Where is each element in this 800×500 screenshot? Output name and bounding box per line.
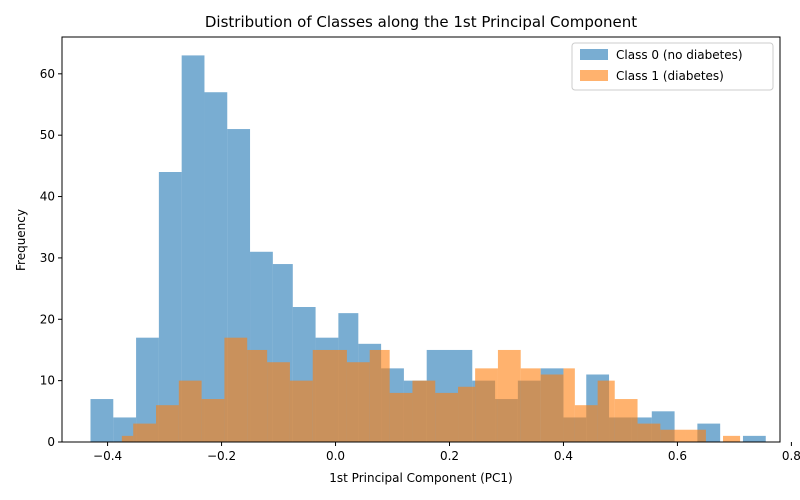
histogram-bar-class-1-bin-13 (389, 392, 413, 442)
histogram-bar-class-1-bin-16 (458, 386, 476, 442)
histogram-bar-class-1-bin-22 (574, 405, 598, 442)
chart-title: Distribution of Classes along the 1st Pr… (205, 13, 637, 31)
y-tick-label: 20 (40, 312, 55, 326)
histogram-bar-class-1-bin-19 (520, 368, 541, 442)
histogram-bar-class-1-bin-10 (335, 349, 347, 442)
histogram-bar-class-1-bin-2 (156, 405, 179, 442)
y-axis-title: Frequency (14, 209, 28, 271)
x-tick-label: 0.2 (440, 449, 459, 463)
histogram-bar-class-1-bin-15 (435, 392, 459, 442)
histogram-bar-class-0-bin-3 (158, 172, 182, 442)
histogram-bar-class-1-bin-3 (178, 380, 202, 442)
legend-label-class-0: Class 0 (no diabetes) (616, 48, 743, 62)
y-tick-label: 0 (47, 435, 55, 449)
x-tick-label: −0.2 (207, 449, 236, 463)
histogram-bar-class-1-bin-6 (247, 349, 268, 442)
histogram-bar-class-0-bin-5 (204, 92, 228, 443)
legend-swatch-class-0 (580, 49, 608, 60)
x-tick-label: 0.6 (668, 449, 687, 463)
histogram-bar-class-1-bin-24 (614, 399, 638, 442)
x-tick-label: 0.8 (782, 449, 800, 463)
series-class-1 (121, 337, 741, 442)
histogram-bar-class-1-bin-20 (540, 374, 564, 442)
histogram-bar-class-1-bin-5 (224, 337, 248, 442)
x-tick-label: −0.4 (93, 449, 122, 463)
y-tick-label: 30 (40, 251, 55, 265)
x-axis-title: 1st Principal Component (PC1) (329, 471, 512, 485)
y-tick-label: 10 (40, 374, 55, 388)
histogram-bar-class-1-bin-26 (660, 429, 686, 442)
y-tick-label: 50 (40, 128, 55, 142)
histogram-bar-class-1-bin-9 (312, 349, 336, 442)
histogram-bar-class-0-bin-0 (90, 399, 114, 442)
histogram-bar-class-1-bin-12 (369, 349, 390, 442)
x-tick-label: 0.0 (326, 449, 345, 463)
y-tick-label: 60 (40, 67, 55, 81)
legend-swatch-class-1 (580, 70, 608, 81)
histogram-bar-class-0-bin-4 (181, 55, 205, 443)
histogram-bar-class-1-bin-29 (723, 435, 741, 442)
histogram-bar-class-1-bin-1 (133, 423, 157, 442)
legend-label-class-1: Class 1 (diabetes) (616, 69, 724, 83)
y-tick-label: 40 (40, 190, 55, 204)
series-layer (90, 55, 766, 443)
histogram-bar-class-1-bin-25 (637, 423, 661, 442)
y-axis: 0 10 20 30 40 50 60 (40, 67, 62, 449)
histogram-bar-class-1-bin-7 (267, 362, 290, 442)
legend-box (571, 42, 774, 91)
histogram-bar-class-1-bin-18 (497, 349, 521, 442)
histogram-bar-class-1-bin-4 (201, 399, 225, 442)
histogram-bar-class-1-bin-8 (289, 380, 313, 442)
x-axis: −0.4 −0.2 0.0 0.2 0.4 0.6 0.8 (93, 442, 800, 463)
histogram-bar-class-1-bin-21 (563, 368, 575, 442)
histogram-bar-class-0-bin-2 (136, 337, 159, 442)
histogram-bar-class-1-bin-23 (597, 380, 615, 442)
histogram-bar-class-1-bin-27 (685, 429, 706, 442)
histogram-bar-class-1-bin-0 (121, 435, 134, 442)
histogram-bar-class-1-bin-11 (346, 362, 370, 442)
plot-frame (61, 36, 781, 443)
histogram-bar-class-0-bin-29 (742, 435, 766, 442)
histogram-bar-class-1-bin-14 (412, 380, 436, 442)
legend: Class 0 (no diabetes) Class 1 (diabetes) (571, 42, 774, 91)
x-tick-label: 0.4 (554, 449, 573, 463)
histogram-bar-class-1-bin-17 (475, 368, 498, 442)
